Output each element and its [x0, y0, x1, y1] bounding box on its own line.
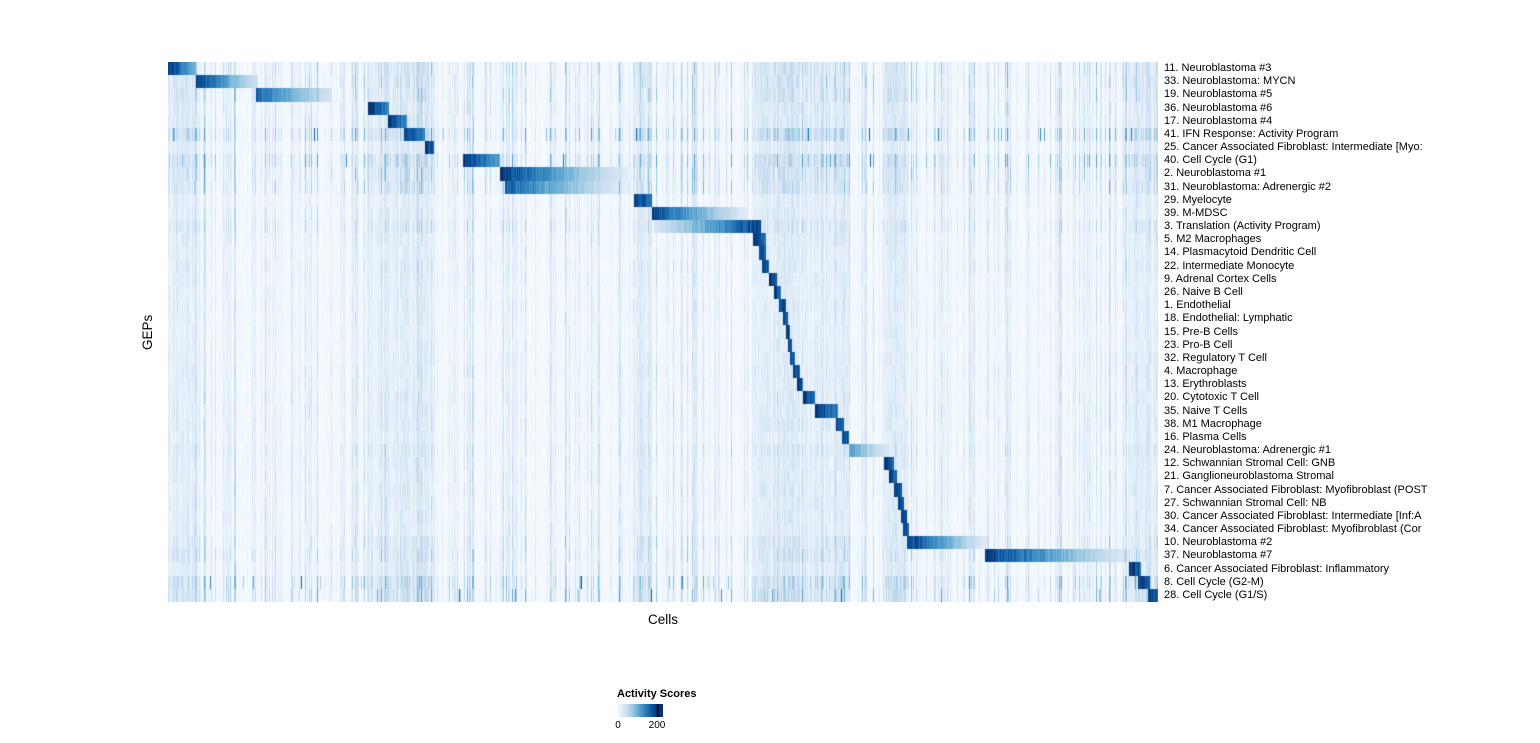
heatmap-row-label: 25. Cancer Associated Fibroblast: Interm… [1164, 141, 1423, 154]
heatmap-row-labels: 11. Neuroblastoma #3 33. Neuroblastoma: M… [1164, 0, 1540, 743]
heatmap-row-label: 32. Regulatory T Cell [1164, 351, 1267, 364]
heatmap-row-label: 11. Neuroblastoma #3 [1164, 62, 1272, 75]
heatmap-row-label: 29. Myelocyte [1164, 193, 1232, 206]
heatmap-row-label: 4. Macrophage [1164, 365, 1238, 377]
heatmap-row-label: 37. Neuroblastoma #7 [1164, 549, 1273, 562]
legend-colorbar [617, 704, 663, 717]
heatmap-row-label: 7. Cancer Associated Fibroblast: Myofibr… [1164, 483, 1428, 496]
heatmap-row-label: 13. Erythroblasts [1164, 378, 1247, 391]
legend: Activity Scores 0 200 [615, 688, 737, 743]
heatmap-row-label: 10. Neuroblastoma #2 [1164, 536, 1273, 549]
heatmap-row-label: 24. Neuroblastoma: Adrenergic #1 [1164, 444, 1331, 457]
heatmap-row-label: 1. Endothelial [1164, 299, 1231, 312]
heatmap-row-label: 12. Schwannian Stromal Cell: GNB [1164, 457, 1336, 470]
legend-tick-max: 200 [648, 720, 666, 731]
legend-tick-min: 0 [615, 720, 621, 731]
heatmap-row-label: 20. Cytotoxic T Cell [1164, 391, 1259, 404]
heatmap-row-label: 17. Neuroblastoma #4 [1164, 114, 1273, 127]
heatmap-row-label: 40. Cell Cycle (G1) [1164, 154, 1257, 167]
heatmap-row-label: 34. Cancer Associated Fibroblast: Myofib… [1164, 523, 1422, 536]
heatmap-row-label: 41. IFN Response: Activity Program [1164, 127, 1339, 140]
y-axis-label: GEPs [140, 314, 155, 350]
heatmap-row-label: 2. Neuroblastoma #1 [1164, 167, 1267, 180]
heatmap-row-label: 36. Neuroblastoma #6 [1164, 101, 1273, 114]
heatmap-row-label: 30. Cancer Associated Fibroblast: Interm… [1164, 509, 1422, 522]
heatmap-row-label: 5. M2 Macrophages [1164, 233, 1262, 246]
heatmap-row-label: 21. Ganglioneuroblastoma Stromal [1164, 470, 1334, 483]
legend-ticks: 0 200 [615, 720, 677, 734]
heatmap-row-label: 18. Endothelial: Lymphatic [1164, 312, 1293, 325]
heatmap-row-label: 23. Pro-B Cell [1164, 338, 1233, 351]
heatmap-row-label: 3. Translation (Activity Program) [1164, 220, 1321, 233]
heatmap-row-label: 6. Cancer Associated Fibroblast: Inflamm… [1164, 562, 1389, 575]
heatmap-row-label: 19. Neuroblastoma #5 [1164, 88, 1273, 101]
heatmap-row-label: 22. Intermediate Monocyte [1164, 259, 1295, 272]
heatmap-canvas [168, 62, 1158, 602]
x-axis-label: Cells [647, 612, 678, 627]
heatmap-row-label: 14. Plasmacytoid Dendritic Cell [1164, 246, 1317, 259]
heatmap-row-label: 39. M-MDSC [1164, 206, 1228, 219]
heatmap-row-label: 31. Neuroblastoma: Adrenergic #2 [1164, 180, 1331, 193]
heatmap-row-label: 26. Naive B Cell [1164, 285, 1243, 298]
heatmap-row-label: 35. Naive T Cells [1164, 404, 1248, 417]
heatmap-row-label: 9. Adrenal Cortex Cells [1164, 272, 1277, 285]
heatmap-row-label: 15. Pre-B Cells [1164, 325, 1238, 338]
heatmap-row-label: 38. M1 Macrophage [1164, 417, 1262, 430]
heatmap-row-label: 27. Schwannian Stromal Cell: NB [1164, 496, 1327, 509]
heatmap-row-label: 28. Cell Cycle (G1/S) [1164, 588, 1268, 601]
heatmap-row-label: 8. Cell Cycle (G2-M) [1164, 575, 1264, 588]
legend-title: Activity Scores [617, 688, 697, 700]
heatmap-row-label: 16. Plasma Cells [1164, 430, 1247, 443]
heatmap-row-label: 33. Neuroblastoma: MYCN [1164, 75, 1296, 88]
